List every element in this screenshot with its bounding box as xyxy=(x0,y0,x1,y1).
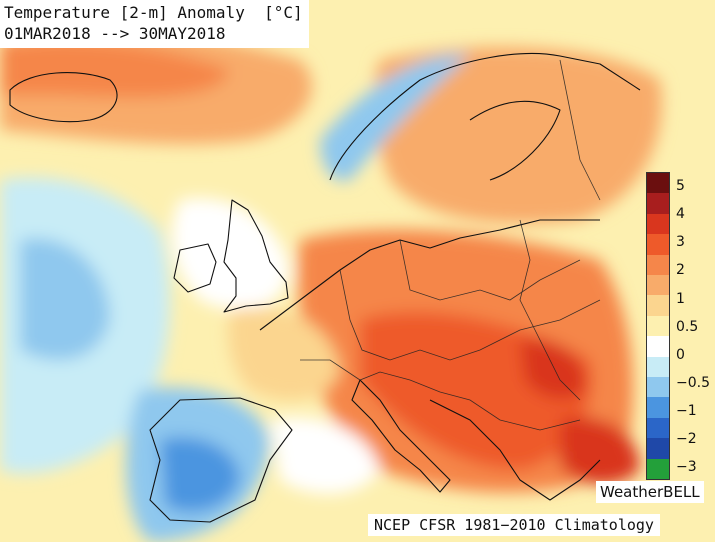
legend-swatch xyxy=(647,234,669,256)
legend-tick-label: 0 xyxy=(676,347,685,363)
color-legend: 5 4 3 2 1 0.5 0 −0.5 −1 −2 −3 xyxy=(646,172,710,482)
brand-label: WeatherBELL xyxy=(596,481,704,503)
legend-swatch xyxy=(647,275,669,296)
border-line xyxy=(339,269,601,361)
iberia-outline xyxy=(149,397,293,523)
legend-swatch xyxy=(647,315,669,337)
romania-hot-core xyxy=(520,339,586,399)
iberia-deep-cool-region xyxy=(160,437,240,512)
coastlines xyxy=(9,52,641,523)
legend-tick-label: −3 xyxy=(676,459,697,475)
date-range: 01MAR2018 --> 30MAY2018 xyxy=(4,24,226,43)
legend-tick-label: 1 xyxy=(676,291,685,307)
greece-turkey-hot-core xyxy=(560,417,640,485)
legend-swatch xyxy=(647,397,669,419)
legend-tick-label: 2 xyxy=(676,262,685,278)
map-title: Temperature [2-m] Anomaly [°C] xyxy=(4,3,303,22)
atlantic-deep-cool-region xyxy=(20,238,110,360)
legend-swatch xyxy=(647,193,669,215)
legend-tick-label: 4 xyxy=(676,206,685,222)
scandinavia-outline xyxy=(329,52,641,181)
country-borders xyxy=(300,59,601,431)
legend-tick-label: −2 xyxy=(676,431,697,447)
british-isles-region xyxy=(171,198,290,310)
ireland-outline xyxy=(173,243,217,293)
border-line xyxy=(300,359,581,431)
legend-swatch xyxy=(647,254,669,276)
legend-swatch xyxy=(647,438,669,460)
legend-swatch xyxy=(647,295,669,317)
border-line xyxy=(519,219,581,401)
legend-swatch xyxy=(647,336,669,358)
legend-swatch xyxy=(647,173,669,194)
legend-swatch xyxy=(647,356,669,378)
legend-swatch xyxy=(647,458,669,480)
legend-tick-label: 3 xyxy=(676,234,685,250)
great-britain-outline xyxy=(223,199,289,313)
continent-coast-outline xyxy=(259,219,600,331)
legend-tick-label: 0.5 xyxy=(676,319,699,335)
norway-cool-coast xyxy=(320,54,470,181)
border-line xyxy=(399,239,581,301)
legend-tick-label: −1 xyxy=(676,403,697,419)
balkans-outline xyxy=(429,399,601,501)
legend-tick-label: 5 xyxy=(676,178,685,194)
italy-outline xyxy=(351,379,451,493)
western-mediterranean-region xyxy=(270,417,380,494)
north-atlantic-core-warm-region xyxy=(0,40,230,98)
legend-tick-label: −0.5 xyxy=(676,375,710,391)
iceland-outline xyxy=(9,72,118,123)
legend-swatch xyxy=(647,417,669,439)
legend-swatch xyxy=(647,213,669,235)
title-box: Temperature [2-m] Anomaly [°C] 01MAR2018… xyxy=(0,0,309,48)
legend-swatch xyxy=(647,377,669,398)
legend-colorbar xyxy=(646,172,670,480)
france-region xyxy=(228,307,340,401)
border-line xyxy=(559,59,601,201)
climatology-footer: NCEP CFSR 1981−2010 Climatology xyxy=(368,514,660,536)
